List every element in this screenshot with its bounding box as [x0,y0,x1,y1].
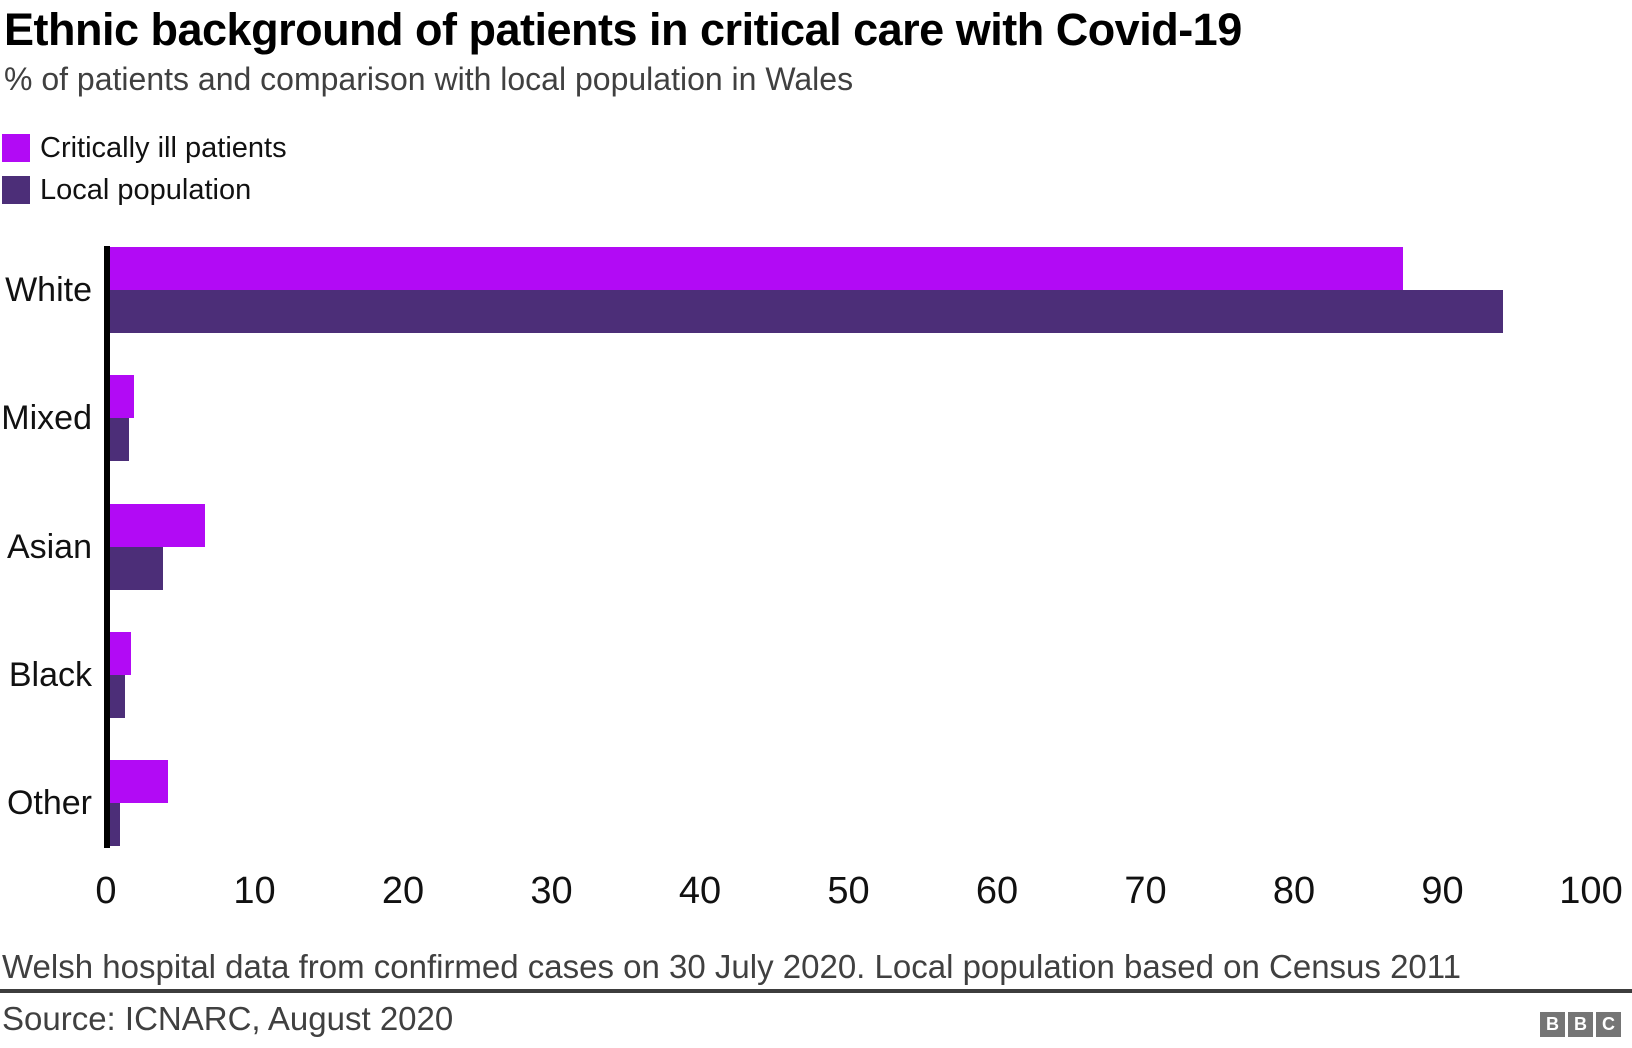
source: Source: ICNARC, August 2020 [2,1000,454,1037]
tick-label-80: 80 [1272,870,1316,912]
row-label-black: Black [8,655,92,694]
legend-swatch-critically-ill [2,134,30,162]
legend-label-local-population: Local population [40,173,252,206]
legend-item-critically-ill: Critically ill patients [2,131,287,164]
bbc-logo-letter: B [1540,1012,1565,1037]
chart-subtitle: % of patients and comparison with local … [4,61,854,97]
tick-label-10: 10 [233,870,276,912]
divider [0,989,1632,993]
bbc-logo-letter: B [1568,1012,1593,1037]
bbc-logo: B B C [1540,1012,1621,1037]
tick-label-70: 70 [1124,870,1167,912]
bar-mixed-critically-ill [110,375,134,419]
bar-chart: White Mixed Asian Black Other 0 10 20 30 40 50 60 7… [0,240,1632,910]
bar-mixed-local-population [110,418,130,462]
y-axis-line [104,246,110,848]
row-label-white: White [5,271,92,309]
bar-other-local-population [110,803,121,847]
tick-label-20: 20 [381,870,425,912]
chart-title: Ethnic background of patients in critica… [4,4,1242,55]
bar-black-local-population [110,674,125,718]
tick-label-60: 60 [975,870,1019,912]
bar-asian-local-population [110,546,164,590]
tick-label-40: 40 [678,870,722,912]
bar-white-local-population [110,290,1503,333]
bar-asian-critically-ill [110,503,205,547]
legend: Critically ill patients Local population [2,131,287,217]
tick-label-100: 100 [1559,870,1623,912]
footnote: Welsh hospital data from confirmed cases… [2,948,1462,985]
tick-label-30: 30 [530,870,573,912]
row-label-mixed: Mixed [1,399,92,438]
bbc-logo-letter: C [1596,1012,1621,1037]
bar-black-critically-ill [110,631,131,675]
bar-other-critically-ill [110,760,168,804]
legend-swatch-local-population [2,176,30,204]
tick-label-0: 0 [95,870,117,912]
legend-label-critically-ill: Critically ill patients [40,131,287,164]
row-label-asian: Asian [6,527,92,566]
bar-white-critically-ill [110,247,1404,290]
row-label-other: Other [6,784,92,823]
tick-label-90: 90 [1421,870,1464,912]
legend-item-local-population: Local population [2,173,287,206]
tick-label-50: 50 [827,870,870,912]
